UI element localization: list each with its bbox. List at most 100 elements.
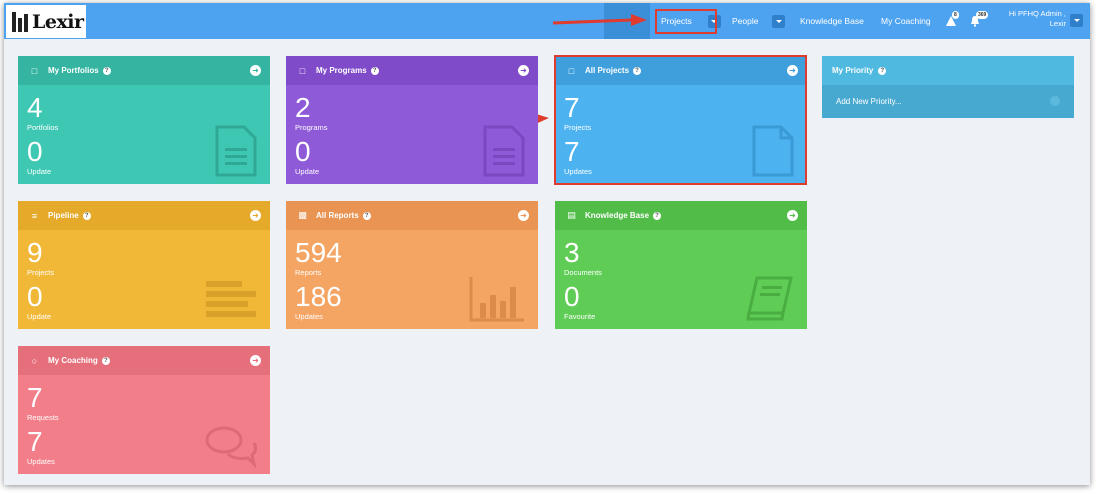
nav-knowledge-base[interactable]: Knowledge Base	[800, 3, 864, 39]
document-watermark-icon	[215, 125, 257, 177]
stat-label-secondary: Update	[27, 167, 52, 176]
stat-value-secondary: 0	[27, 281, 43, 312]
priority-title: My Priority	[832, 66, 874, 75]
arrow-right-circle-icon[interactable]: ➜	[518, 210, 529, 221]
stat-label-primary: Projects	[27, 268, 55, 277]
stat-label-primary: Documents	[564, 268, 602, 277]
card-title: Pipeline	[48, 211, 79, 220]
stat-value-secondary: 0	[295, 136, 311, 167]
stat-value-primary: 7	[564, 92, 580, 123]
help-icon[interactable]: ?	[82, 211, 91, 220]
arrow-right-circle-icon[interactable]: ➜	[250, 65, 261, 76]
help-icon[interactable]: ?	[102, 66, 111, 75]
card-title: My Portfolios	[48, 66, 99, 75]
stat-label-primary: Portfolios	[27, 123, 59, 132]
lexir-logo[interactable]: Lexir	[6, 5, 86, 38]
card-my-coaching[interactable]: ○ My Coaching ? ➜ 7 Requests 7 Updates	[18, 346, 270, 474]
card-header: ○ My Coaching ?	[18, 346, 270, 375]
warning-icon	[946, 16, 956, 26]
document-icon: □	[31, 65, 38, 76]
stat-value-primary: 7	[27, 382, 43, 413]
add-priority-label: Add New Priority...	[836, 97, 902, 106]
book-icon: ▤	[567, 210, 576, 220]
alert-count-badge: 8	[952, 11, 959, 19]
my-priority-panel: My Priority ? Add New Priority...	[822, 56, 1074, 118]
card-all-projects[interactable]: □ All Projects ? ➜ 7 Projects 7 Updates	[555, 56, 807, 184]
nav-projects[interactable]: Projects	[661, 3, 721, 39]
card-header: ▩ All Reports ?	[286, 201, 538, 230]
nav-knowledge-base-label: Knowledge Base	[800, 16, 864, 26]
help-icon[interactable]: ?	[878, 66, 887, 75]
nav-projects-label: Projects	[661, 16, 692, 26]
stat-label-secondary: Update	[295, 167, 320, 176]
stat-label-primary: Programs	[295, 123, 328, 132]
chat-icon: ○	[31, 355, 38, 366]
help-icon[interactable]: ?	[633, 66, 642, 75]
document-watermark-icon	[483, 125, 525, 177]
help-icon[interactable]: ?	[101, 356, 110, 365]
book-watermark-icon	[746, 276, 793, 321]
people-dropdown-icon[interactable]	[772, 14, 786, 28]
stat-value-primary: 594	[295, 237, 342, 268]
card-all-reports[interactable]: ▩ All Reports ? ➜ 594 Reports 186 Update…	[286, 201, 538, 329]
list-icon: ≡	[31, 210, 38, 221]
nav-my-coaching[interactable]: My Coaching	[881, 3, 931, 39]
nav-people-label: People	[732, 16, 759, 26]
stat-label-secondary: Updates	[295, 312, 323, 321]
stat-value-secondary: 0	[564, 281, 580, 312]
card-header: ▤ Knowledge Base ?	[555, 201, 807, 230]
card-pipeline[interactable]: ≡ Pipeline ? ➜ 9 Projects 0 Update	[18, 201, 270, 329]
stat-value-secondary: 7	[564, 136, 580, 167]
user-menu[interactable]: Hi PFHQ Admin , Lexir	[984, 9, 1066, 29]
priority-header: My Priority ?	[822, 56, 1074, 85]
user-org: Lexir	[1049, 19, 1066, 28]
stat-label-primary: Projects	[564, 123, 592, 132]
notifications-button[interactable]: 369	[969, 11, 989, 28]
add-priority-row[interactable]: Add New Priority...	[822, 85, 1074, 118]
card-header: ≡ Pipeline ?	[18, 201, 270, 230]
projects-dropdown-icon[interactable]	[707, 14, 721, 28]
user-dropdown-icon[interactable]	[1070, 14, 1083, 27]
arrow-right-circle-icon[interactable]: ➜	[787, 210, 798, 221]
bar-chart-icon: ▩	[298, 210, 307, 220]
card-title: Knowledge Base	[585, 211, 650, 220]
arrow-right-circle-icon[interactable]: ➜	[250, 210, 261, 221]
help-icon[interactable]: ?	[370, 66, 379, 75]
stat-value-secondary: 7	[27, 426, 43, 457]
annotation-arrow-top	[552, 14, 647, 26]
top-navbar: Lexir Projects People Knowledge Base My …	[4, 3, 1090, 39]
building-logo-icon	[12, 11, 30, 32]
document-icon: □	[568, 65, 575, 76]
nav-people[interactable]: People	[732, 3, 786, 39]
page-watermark-icon	[752, 125, 794, 177]
logo-text: Lexir	[32, 10, 84, 33]
chat-bubbles-watermark-icon	[205, 426, 258, 468]
card-header: □ My Programs ?	[286, 56, 538, 85]
document-icon: □	[299, 65, 306, 76]
card-knowledge-base[interactable]: ▤ Knowledge Base ? ➜ 3 Documents 0 Favou…	[555, 201, 807, 329]
help-icon[interactable]: ?	[653, 211, 662, 220]
add-circle-icon[interactable]	[1050, 96, 1060, 106]
card-title: All Reports	[316, 211, 359, 220]
card-title: All Projects	[585, 66, 630, 75]
arrow-right-circle-icon[interactable]: ➜	[250, 355, 261, 366]
stat-value-secondary: 0	[27, 136, 43, 167]
stat-value-primary: 4	[27, 92, 43, 123]
help-icon[interactable]: ?	[362, 211, 371, 220]
card-title: My Coaching	[48, 356, 98, 365]
card-header: □ My Portfolios ?	[18, 56, 270, 85]
arrow-right-circle-icon[interactable]: ➜	[518, 65, 529, 76]
stat-value-primary: 9	[27, 237, 43, 268]
alerts-button[interactable]: 8	[945, 11, 959, 28]
user-greeting: Hi PFHQ Admin ,	[1008, 9, 1066, 18]
stat-label-secondary: Updates	[564, 167, 592, 176]
stat-value-primary: 2	[295, 92, 311, 123]
stat-label-secondary: Update	[27, 312, 52, 321]
projects-highlight-box	[655, 9, 717, 34]
arrow-right-circle-icon[interactable]: ➜	[787, 65, 798, 76]
app-window: Lexir Projects People Knowledge Base My …	[4, 3, 1090, 485]
stat-label-secondary: Updates	[27, 457, 55, 466]
stat-value-primary: 3	[564, 237, 580, 268]
card-my-programs[interactable]: □ My Programs ? ➜ 2 Programs 0 Update	[286, 56, 538, 184]
card-my-portfolios[interactable]: □ My Portfolios ? ➜ 4 Portfolios 0 Updat…	[18, 56, 270, 184]
